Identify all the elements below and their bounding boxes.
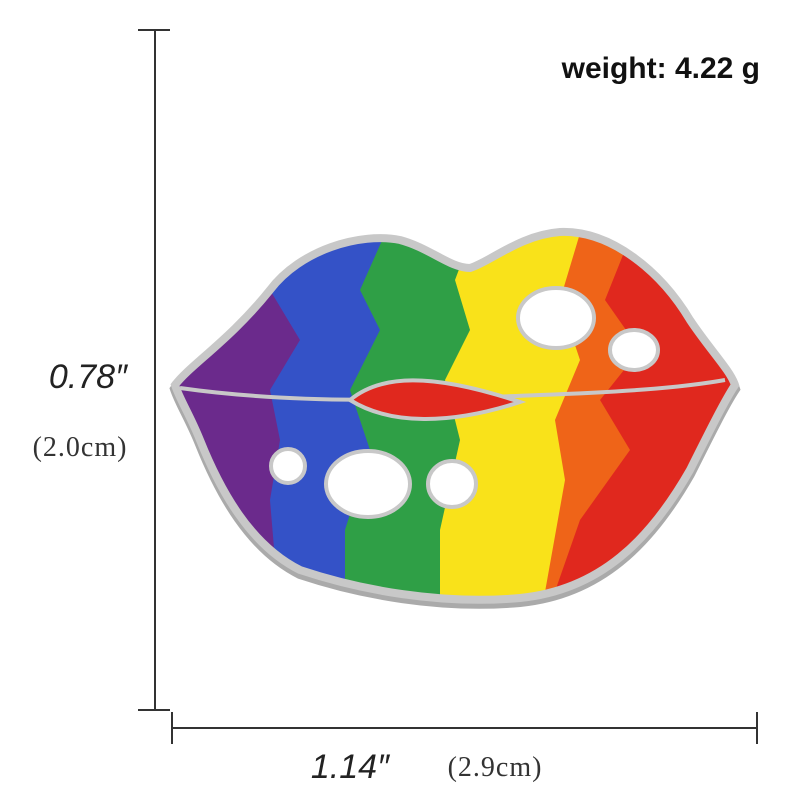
dimension-lines [138,29,758,744]
height-cm: (2.0cm) [33,432,128,463]
width-cm: (2.9cm) [448,752,543,783]
width-inches: 1.14″ [311,748,390,786]
lips-pin [169,227,741,609]
weight-label: weight: 4.22 g [561,52,760,85]
height-inches: 0.78″ [49,358,128,396]
